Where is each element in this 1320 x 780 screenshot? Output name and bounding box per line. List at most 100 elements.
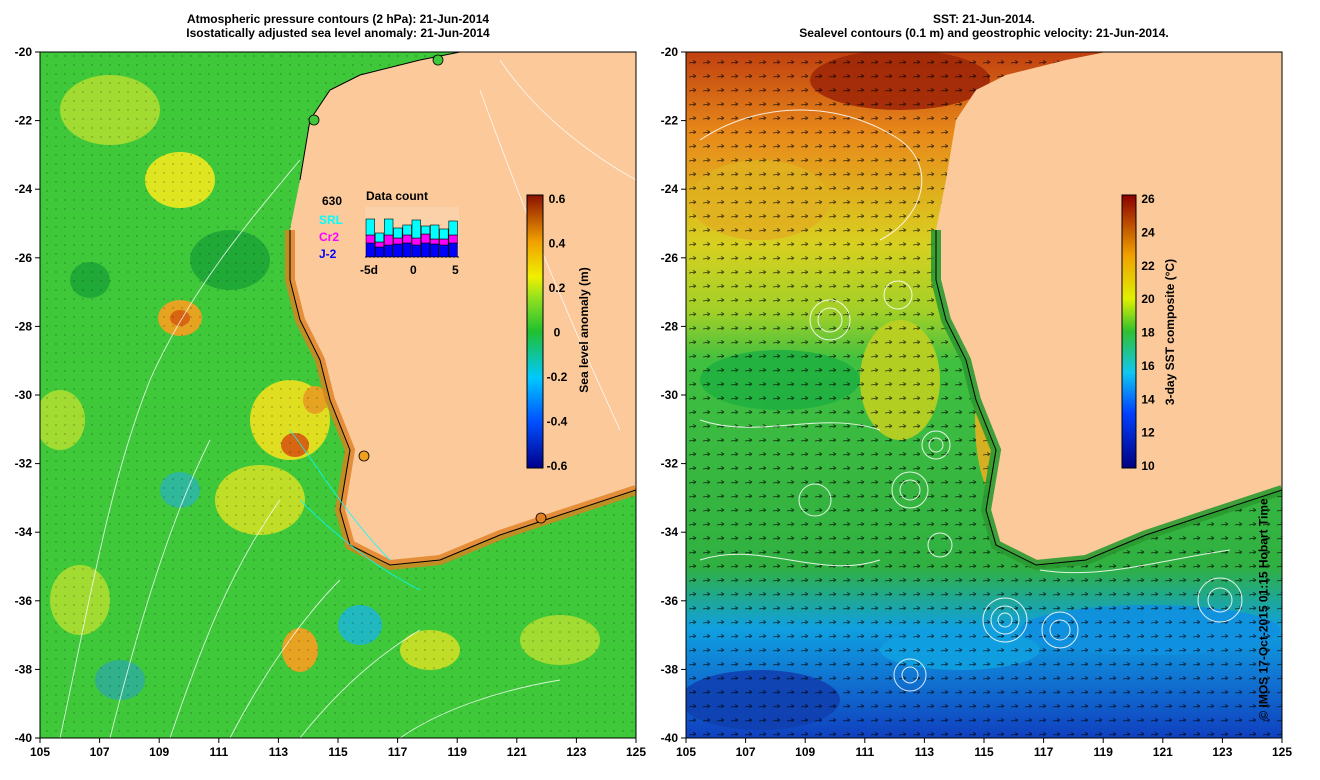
sst-colorbar (1122, 195, 1136, 468)
data-count-bar (421, 234, 430, 243)
data-count-axis-max: 5 (452, 263, 459, 277)
left-x-tick-label: 115 (328, 745, 348, 759)
data-count-bar (384, 235, 393, 245)
data-count-axis-min: -5d (360, 263, 378, 277)
data-count-bar (394, 238, 403, 244)
left-x-tick-label: 121 (507, 745, 527, 759)
data-count-bar (430, 244, 439, 257)
data-count-bar (394, 228, 403, 238)
data-count-bar (421, 243, 430, 257)
data-count-bar (412, 245, 421, 257)
left-map (35, 52, 636, 738)
right-x-tick-label: 115 (974, 745, 994, 759)
left-y-tick-label: -32 (15, 457, 33, 471)
right-x-tick-label: 107 (736, 745, 756, 759)
data-count-bar (449, 243, 458, 257)
sla-colorbar (527, 195, 543, 468)
left-x-tick-label: 119 (448, 745, 468, 759)
left-x-tick-label: 109 (149, 745, 169, 759)
left-x-tick-label: 111 (209, 745, 228, 759)
sst-colorbar-label: 3-day SST composite (°C) (1163, 259, 1177, 405)
right-x-tick-label: 111 (855, 745, 874, 759)
sst-colorbar-tick: 22 (1141, 259, 1155, 273)
satellite-srl: SRL (319, 213, 343, 227)
data-count-bar (375, 247, 384, 257)
data-count-bar (430, 239, 439, 244)
data-count-bar (403, 243, 412, 257)
right-x-tick-label: 109 (795, 745, 815, 759)
right-y-tick-label: -34 (661, 525, 679, 539)
sla-colorbar-tick: -0.4 (547, 415, 568, 429)
sla-colorbar-tick: 0.4 (549, 237, 566, 251)
sla-colorbar-tick: 0 (554, 326, 561, 340)
sla-colorbar-tick: 0.2 (549, 281, 566, 295)
data-count-bar (366, 243, 375, 257)
data-count-bar (403, 235, 412, 243)
right-y-tick-label: -26 (661, 251, 679, 265)
left-x-tick-label: 113 (269, 745, 289, 759)
left-y-tick-label: -34 (15, 525, 33, 539)
data-count-bar (394, 244, 403, 257)
data-count-total: 630 (322, 194, 342, 208)
left-x-tick-label: 123 (566, 745, 586, 759)
imos-credit: © IMOS 17-Oct-2015 01:15 Hobart Time (1256, 498, 1270, 719)
satellite-j2: J-2 (319, 247, 337, 261)
left-x-tick-label: 125 (626, 745, 646, 759)
data-count-bar (366, 235, 375, 243)
sla-colorbar-tick: -0.2 (547, 370, 568, 384)
right-y-tick-label: -30 (661, 388, 679, 402)
right-y-tick-label: -22 (661, 114, 679, 128)
sst-colorbar-tick: 20 (1141, 292, 1155, 306)
data-count-bar (449, 221, 458, 235)
left-y-tick-label: -26 (15, 251, 33, 265)
left-x-tick-label: 107 (90, 745, 110, 759)
data-count-inset (365, 207, 459, 257)
left-y-tick-label: -40 (15, 731, 33, 745)
sst-colorbar-tick: 26 (1141, 192, 1155, 206)
left-y-tick-label: -30 (15, 388, 33, 402)
data-count-bar (412, 238, 421, 245)
left-y-tick-label: -36 (15, 594, 33, 608)
data-count-bar (440, 229, 449, 239)
data-count-bar (403, 225, 412, 235)
left-y-tick-label: -38 (15, 662, 33, 676)
right-x-tick-label: 119 (1094, 745, 1114, 759)
right-y-tick-label: -20 (661, 45, 679, 59)
data-count-bar (440, 245, 449, 257)
sst-colorbar-tick: 18 (1141, 326, 1155, 340)
data-count-axis-zero: 0 (410, 263, 417, 277)
left-x-tick-label: 105 (30, 745, 50, 759)
sst-colorbar-tick: 16 (1141, 359, 1155, 373)
left-y-tick-label: -22 (15, 114, 33, 128)
right-y-tick-label: -36 (661, 594, 679, 608)
data-count-bar (430, 225, 439, 239)
right-x-tick-label: 105 (676, 745, 696, 759)
sst-colorbar-tick: 24 (1141, 225, 1155, 239)
right-y-tick-label: -24 (661, 182, 679, 196)
sst-colorbar-ticks: 26 24 22 20 18 16 14 12 10 (1141, 192, 1155, 473)
right-y-tick-label: -28 (661, 319, 679, 333)
figure: 105 107 109 111 113 115 117 119 121 123 125-20-22-… (0, 0, 1320, 780)
data-count-bar (412, 220, 421, 238)
right-y-tick-label: -32 (661, 457, 679, 471)
right-map (680, 50, 1282, 738)
sla-colorbar-tick: 0.6 (549, 192, 566, 206)
sst-colorbar-tick: 10 (1141, 459, 1155, 473)
right-x-tick-label: 123 (1212, 745, 1232, 759)
data-count-bar (366, 219, 375, 235)
sst-colorbar-tick: 14 (1141, 392, 1155, 406)
left-x-tick-label: 117 (388, 745, 408, 759)
right-x-tick-label: 121 (1153, 745, 1173, 759)
data-count-bar (440, 239, 449, 245)
data-count-bar (384, 245, 393, 257)
right-x-tick-label: 125 (1272, 745, 1292, 759)
data-count-bar (384, 219, 393, 235)
right-x-tick-label: 117 (1034, 745, 1054, 759)
sla-colorbar-tick: -0.6 (547, 459, 568, 473)
data-count-bar (375, 242, 384, 247)
left-y-tick-label: -20 (15, 45, 33, 59)
satellite-cr2: Cr2 (319, 230, 339, 244)
right-x-tick-label: 113 (915, 745, 935, 759)
data-count-bar (375, 233, 384, 242)
sla-colorbar-label: Sea level anomaly (m) (577, 267, 591, 392)
